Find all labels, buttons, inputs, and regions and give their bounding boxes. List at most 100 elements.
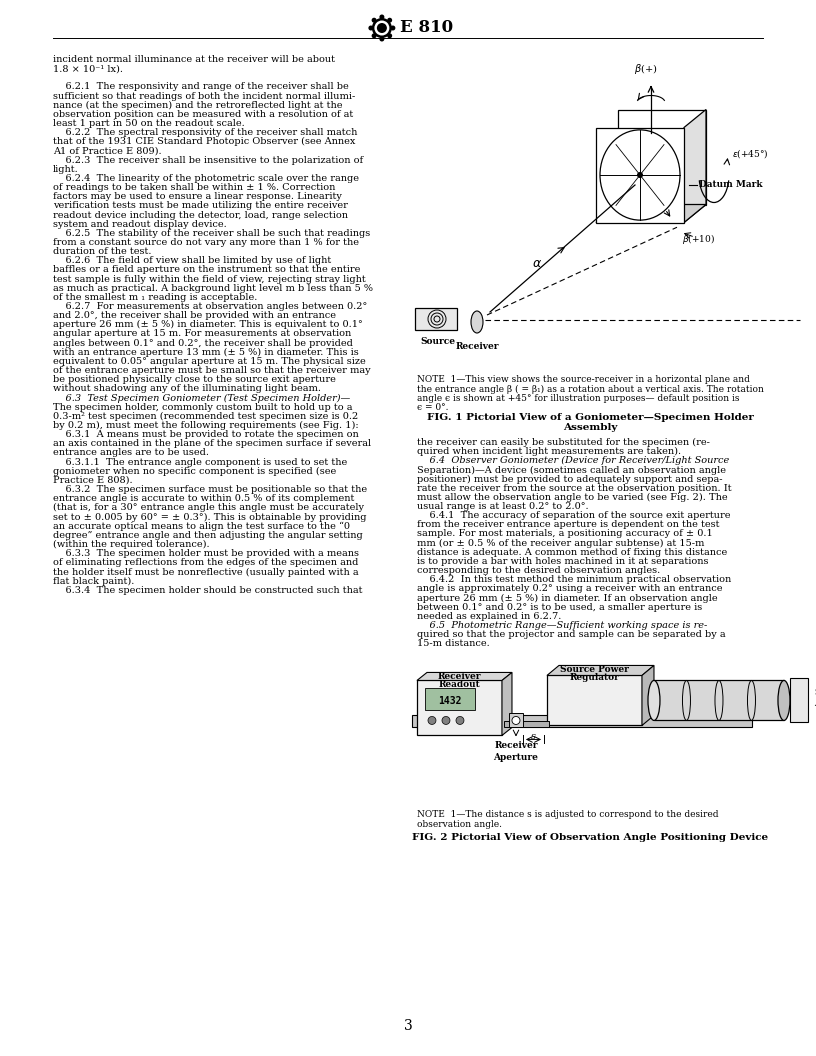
Text: The specimen holder, commonly custom built to hold up to a: The specimen holder, commonly custom bui… <box>53 402 353 412</box>
Polygon shape <box>596 128 684 223</box>
Text: 6.2.4  The linearity of the photometric scale over the range: 6.2.4 The linearity of the photometric s… <box>53 174 359 183</box>
Text: 15-m distance.: 15-m distance. <box>417 639 490 648</box>
Text: of the smallest m ₁ reading is acceptable.: of the smallest m ₁ reading is acceptabl… <box>53 293 257 302</box>
Text: between 0.1° and 0.2° is to be used, a smaller aperture is: between 0.1° and 0.2° is to be used, a s… <box>417 603 703 611</box>
Text: the receiver can easily be substituted for the specimen (re-: the receiver can easily be substituted f… <box>417 438 710 447</box>
Text: 6.2.1  The responsivity and range of the receiver shall be: 6.2.1 The responsivity and range of the … <box>53 82 348 92</box>
Circle shape <box>456 716 464 724</box>
Text: observation angle.: observation angle. <box>417 819 502 829</box>
Text: s: s <box>531 733 536 741</box>
Text: baffles or a field aperture on the instrument so that the entire: baffles or a field aperture on the instr… <box>53 265 361 275</box>
Circle shape <box>372 18 392 38</box>
Text: of readings to be taken shall be within ± 1 %. Correction: of readings to be taken shall be within … <box>53 183 335 192</box>
FancyBboxPatch shape <box>547 676 642 725</box>
Text: angles between 0.1° and 0.2°, the receiver shall be provided: angles between 0.1° and 0.2°, the receiv… <box>53 339 353 347</box>
Text: Receiver
Aperture: Receiver Aperture <box>494 741 539 761</box>
Text: 6.3  Test Specimen Goniometer (Test Specimen Holder)—: 6.3 Test Specimen Goniometer (Test Speci… <box>53 394 350 402</box>
Text: FIG. 1 Pictorial View of a Goniometer—Specimen Holder: FIG. 1 Pictorial View of a Goniometer—Sp… <box>427 413 753 422</box>
Polygon shape <box>618 110 706 205</box>
Circle shape <box>368 25 374 31</box>
Text: 0.3-m² test specimen (recommended test specimen size is 0.2: 0.3-m² test specimen (recommended test s… <box>53 412 358 421</box>
Text: aperture 26 mm (± 5 %) in diameter. This is equivalent to 0.1°: aperture 26 mm (± 5 %) in diameter. This… <box>53 320 363 329</box>
Text: sample. For most materials, a positioning accuracy of ± 0.1: sample. For most materials, a positionin… <box>417 529 712 539</box>
Text: $\epsilon$(+45°): $\epsilon$(+45°) <box>732 147 769 159</box>
Text: NOTE  1—The distance s is adjusted to correspond to the desired: NOTE 1—The distance s is adjusted to cor… <box>417 810 718 819</box>
Text: Assembly: Assembly <box>563 422 617 432</box>
Text: mm (or ± 0.5 % of the receiver angular subtense) at 15-m: mm (or ± 0.5 % of the receiver angular s… <box>417 539 704 548</box>
Circle shape <box>390 25 396 31</box>
Text: corresponding to the desired observation angles.: corresponding to the desired observation… <box>417 566 660 576</box>
Text: 6.2.6  The field of view shall be limited by use of light: 6.2.6 The field of view shall be limited… <box>53 257 331 265</box>
Text: Receiver: Receiver <box>437 673 481 681</box>
Text: Source
Aperture: Source Aperture <box>814 689 816 709</box>
Text: an axis contained in the plane of the specimen surface if several: an axis contained in the plane of the sp… <box>53 439 371 449</box>
Text: least 1 part in 50 on the readout scale.: least 1 part in 50 on the readout scale. <box>53 119 245 128</box>
Bar <box>425 689 475 711</box>
FancyBboxPatch shape <box>415 308 457 329</box>
Text: and 2.0°, the receiver shall be provided with an entrance: and 2.0°, the receiver shall be provided… <box>53 312 336 320</box>
Bar <box>504 721 549 728</box>
Text: system and readout display device.: system and readout display device. <box>53 220 227 229</box>
Text: 6.2.2  The spectral responsivity of the receiver shall match: 6.2.2 The spectral responsivity of the r… <box>53 128 357 137</box>
Text: nance (at the specimen) and the retroreflected light at the: nance (at the specimen) and the retroref… <box>53 100 343 110</box>
Text: Source: Source <box>420 337 455 346</box>
Text: (within the required tolerance).: (within the required tolerance). <box>53 540 210 549</box>
Text: 6.2.7  For measurements at observation angles between 0.2°: 6.2.7 For measurements at observation an… <box>53 302 367 312</box>
Text: distance is adequate. A common method of fixing this distance: distance is adequate. A common method of… <box>417 548 727 557</box>
Text: E 810: E 810 <box>400 19 453 37</box>
Text: Regulator: Regulator <box>570 674 619 682</box>
Text: A1 of Practice E 809).: A1 of Practice E 809). <box>53 147 162 155</box>
Ellipse shape <box>778 680 790 720</box>
Text: of eliminating reflections from the edges of the specimen and: of eliminating reflections from the edge… <box>53 559 358 567</box>
Polygon shape <box>502 673 512 735</box>
Text: quired so that the projector and sample can be separated by a: quired so that the projector and sample … <box>417 630 725 639</box>
Text: be positioned physically close to the source exit aperture: be positioned physically close to the so… <box>53 375 336 384</box>
Text: as much as practical. A background light level m b less than 5 %: as much as practical. A background light… <box>53 284 373 293</box>
Circle shape <box>375 20 389 36</box>
Text: needed as explained in 6.2.7.: needed as explained in 6.2.7. <box>417 611 561 621</box>
Ellipse shape <box>471 312 483 333</box>
Text: positioner) must be provided to adequately support and sepa-: positioner) must be provided to adequate… <box>417 474 722 484</box>
Circle shape <box>387 18 392 23</box>
Text: the holder itself must be nonreflective (usually painted with a: the holder itself must be nonreflective … <box>53 567 359 577</box>
Text: $\alpha$: $\alpha$ <box>533 257 543 270</box>
Text: must allow the observation angle to be varied (see Fig. 2). The: must allow the observation angle to be v… <box>417 493 728 502</box>
Text: 1.8 × 10⁻¹ lx).: 1.8 × 10⁻¹ lx). <box>53 64 123 73</box>
Circle shape <box>371 34 377 38</box>
Text: an accurate optical means to align the test surface to the “0: an accurate optical means to align the t… <box>53 522 350 531</box>
Text: verification tests must be made utilizing the entire receiver: verification tests must be made utilizin… <box>53 202 348 210</box>
Text: entrance angles are to be used.: entrance angles are to be used. <box>53 449 209 457</box>
Text: observation position can be measured with a resolution of at: observation position can be measured wit… <box>53 110 353 119</box>
Text: $\beta$(+10): $\beta$(+10) <box>682 232 715 246</box>
Text: 6.4.2  In this test method the minimum practical observation: 6.4.2 In this test method the minimum pr… <box>417 576 731 584</box>
Text: of the entrance aperture must be small so that the receiver may: of the entrance aperture must be small s… <box>53 366 370 375</box>
Ellipse shape <box>648 680 660 720</box>
Text: Separation)—A device (sometimes called an observation angle: Separation)—A device (sometimes called a… <box>417 466 726 474</box>
Polygon shape <box>547 665 654 676</box>
Bar <box>654 680 784 720</box>
Polygon shape <box>596 205 706 223</box>
Text: NOTE  1—This view shows the source-receiver in a horizontal plane and: NOTE 1—This view shows the source-receiv… <box>417 375 750 384</box>
Text: from a constant source do not vary any more than 1 % for the: from a constant source do not vary any m… <box>53 238 359 247</box>
Text: goniometer when no specific component is specified (see: goniometer when no specific component is… <box>53 467 336 476</box>
Text: 6.3.1.1  The entrance angle component is used to set the: 6.3.1.1 The entrance angle component is … <box>53 457 348 467</box>
Text: FIG. 2 Pictorial View of Observation Angle Positioning Device: FIG. 2 Pictorial View of Observation Ang… <box>412 833 768 843</box>
Circle shape <box>371 18 377 23</box>
Text: Practice E 808).: Practice E 808). <box>53 476 133 485</box>
Text: set to ± 0.005 by 60° = ± 0.3°). This is obtainable by providing: set to ± 0.005 by 60° = ± 0.3°). This is… <box>53 512 366 522</box>
Text: Receiver: Receiver <box>455 342 499 351</box>
Text: 6.3.1  A means must be provided to rotate the specimen on: 6.3.1 A means must be provided to rotate… <box>53 430 359 439</box>
Text: by 0.2 m), must meet the following requirements (see Fig. 1):: by 0.2 m), must meet the following requi… <box>53 421 359 430</box>
Text: Readout: Readout <box>439 680 481 690</box>
Circle shape <box>377 23 387 33</box>
Polygon shape <box>417 673 512 680</box>
Text: angle ϵ is shown at +45° for illustration purposes— default position is: angle ϵ is shown at +45° for illustratio… <box>417 394 739 403</box>
Text: angle is approximately 0.2° using a receiver with an entrance: angle is approximately 0.2° using a rece… <box>417 584 722 593</box>
Text: ϵ = 0°.: ϵ = 0°. <box>417 403 449 413</box>
Text: 6.4  Observer Goniometer (Device for Receiver/Light Source: 6.4 Observer Goniometer (Device for Rece… <box>417 456 730 466</box>
Text: angular aperture at 15 m. For measurements at observation: angular aperture at 15 m. For measuremen… <box>53 329 352 339</box>
Text: Source Power: Source Power <box>560 665 629 675</box>
Text: $\beta$(+): $\beta$(+) <box>634 61 658 75</box>
Text: 1432: 1432 <box>438 697 462 706</box>
Circle shape <box>428 716 436 724</box>
